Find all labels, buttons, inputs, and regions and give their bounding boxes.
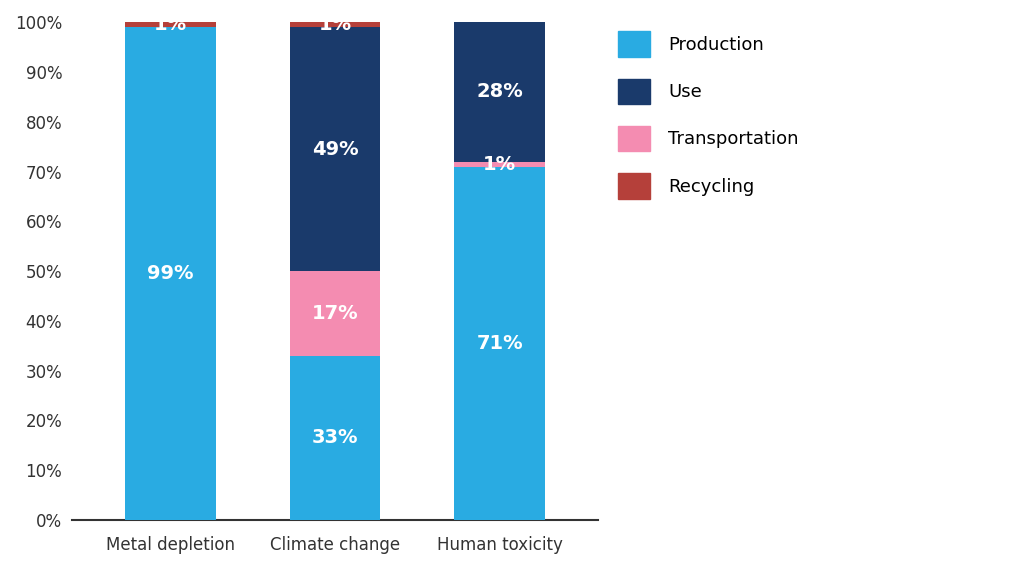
Text: 33%: 33% (312, 428, 358, 447)
Text: 99%: 99% (147, 264, 194, 283)
Text: 28%: 28% (476, 83, 523, 101)
Bar (125, 27, 216, 520)
Bar (290, 22, 380, 27)
Text: 71%: 71% (476, 334, 523, 353)
Bar (290, 356, 380, 520)
Text: 1%: 1% (154, 15, 187, 34)
Bar (455, 167, 545, 520)
Legend: Production, Use, Transportation, Recycling: Production, Use, Transportation, Recycli… (617, 31, 799, 199)
Text: 49%: 49% (311, 140, 358, 159)
Text: 1%: 1% (318, 15, 351, 34)
Bar (455, 22, 545, 162)
Bar (125, 22, 216, 27)
Bar (290, 27, 380, 271)
Bar (290, 271, 380, 356)
Bar (455, 162, 545, 167)
Text: 17%: 17% (311, 304, 358, 323)
Text: 1%: 1% (483, 155, 516, 174)
